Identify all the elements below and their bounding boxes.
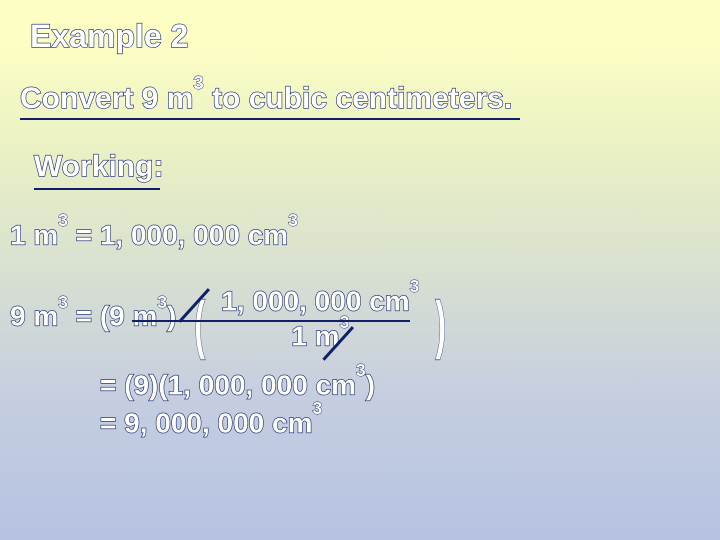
example-title: Example 2	[30, 18, 188, 55]
fraction: 1, 000, 000 cm3 1 m3	[217, 284, 423, 353]
l3-sup: 3	[356, 360, 366, 380]
equation-line-2: 9 m3 = (9 m3) ( 1, 000, 000 cm3 1 m3 )	[10, 284, 450, 353]
l2-lhs-a: 9 m	[10, 301, 58, 332]
fraction-line	[132, 320, 410, 322]
l4-a: = 9, 000, 000 cm	[100, 407, 313, 438]
l2-lhs-sup: 3	[58, 292, 68, 312]
l3-a: = (9)(1, 000, 000 cm	[100, 369, 356, 400]
l1-sup2: 3	[288, 210, 298, 230]
num-a: 1, 000, 000 cm	[221, 285, 409, 316]
l3-b: )	[366, 369, 375, 400]
num-sup: 3	[410, 276, 420, 296]
l2-lhs-b: = (9 m	[68, 301, 157, 332]
question-part-a: Convert 9 m	[20, 82, 193, 115]
working-label: Working:	[34, 150, 163, 184]
l1-b: = 1, 000, 000 cm	[68, 219, 288, 250]
l1-a: 1 m	[10, 219, 58, 250]
fraction-wrap: ( 1, 000, 000 cm3 1 m3 )	[190, 284, 450, 353]
l2-lhs-sup2: 3	[157, 292, 167, 312]
l1-sup1: 3	[58, 210, 68, 230]
equation-line-3: = (9)(1, 000, 000 cm3)	[100, 368, 375, 401]
equation-line-4: = 9, 000, 000 cm3	[100, 406, 322, 439]
fraction-numerator: 1, 000, 000 cm3	[217, 284, 423, 318]
bracket-left-icon: (	[195, 308, 206, 340]
question-part-b: to cubic centimeters.	[204, 82, 512, 115]
l2-lhs-c: )	[167, 301, 176, 332]
l4-sup: 3	[313, 398, 323, 418]
question-sup: 3	[193, 72, 203, 93]
question-underline	[20, 118, 520, 120]
working-underline	[34, 188, 160, 190]
fraction-denominator: 1 m3	[217, 318, 423, 352]
bracket-right-icon: )	[435, 308, 446, 340]
question-text: Convert 9 m3 to cubic centimeters.	[20, 80, 512, 116]
equation-line-1: 1 m3 = 1, 000, 000 cm3	[10, 218, 298, 251]
